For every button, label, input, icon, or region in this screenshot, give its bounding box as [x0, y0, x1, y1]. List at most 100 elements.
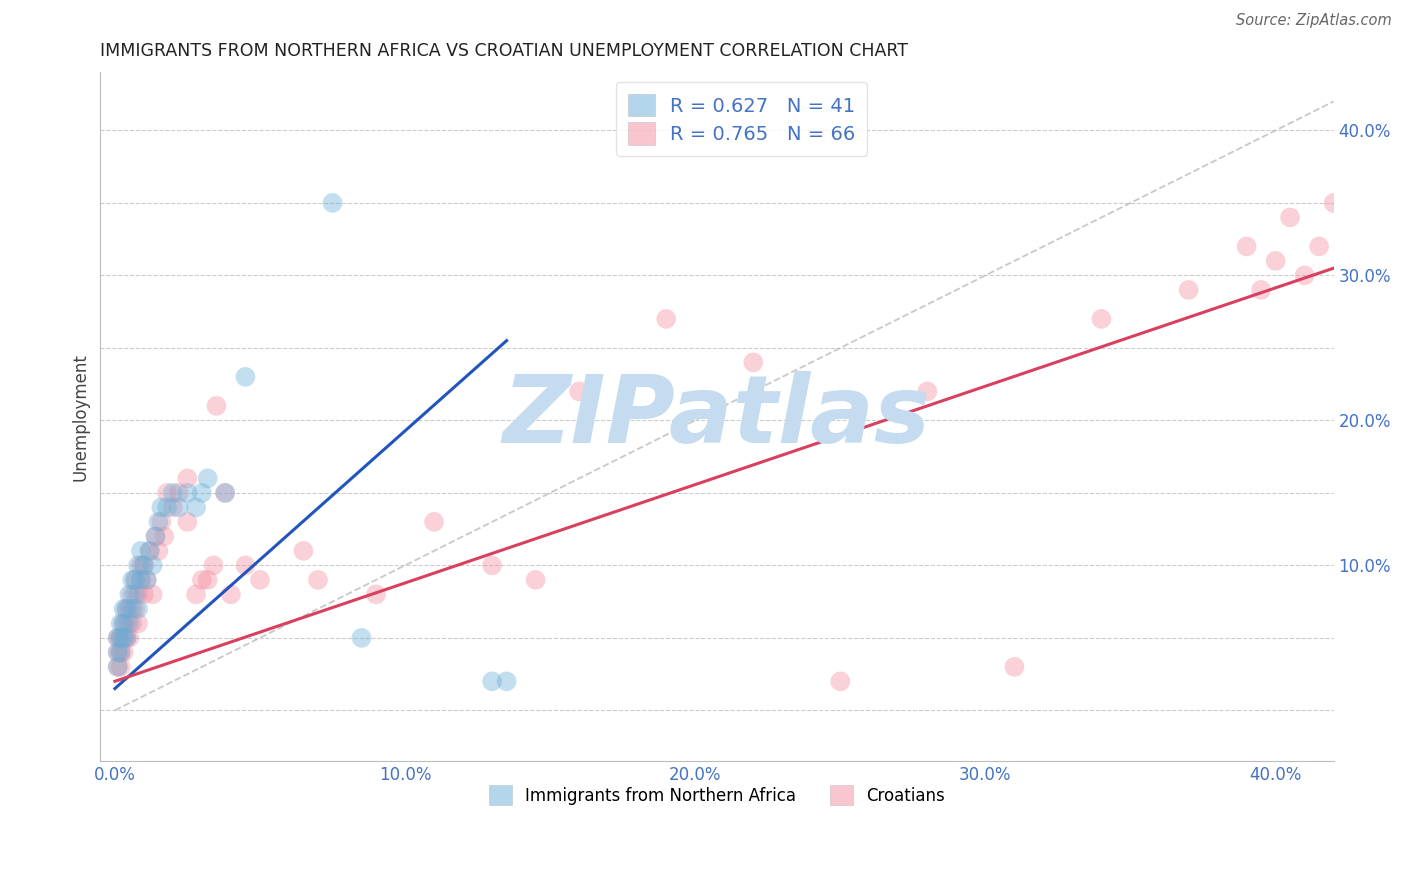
Point: [1004, 660, 1026, 674]
Text: ZIPatlas: ZIPatlas: [503, 371, 931, 463]
Point: [148, 544, 170, 558]
Point: [124, 602, 146, 616]
Point: [115, 602, 138, 616]
Point: [138, 544, 160, 558]
Point: [121, 602, 143, 616]
Point: [110, 631, 132, 645]
Point: [107, 660, 129, 674]
Point: [121, 616, 143, 631]
Point: [135, 573, 157, 587]
Point: [127, 587, 149, 601]
Point: [112, 616, 135, 631]
Point: [184, 500, 207, 515]
Point: [115, 631, 138, 645]
Point: [568, 384, 591, 399]
Point: [110, 631, 132, 645]
Point: [135, 573, 157, 587]
Point: [121, 573, 143, 587]
Point: [129, 544, 152, 558]
Point: [118, 616, 141, 631]
Point: [1090, 312, 1112, 326]
Point: [167, 500, 190, 515]
Point: [307, 573, 329, 587]
Point: [107, 631, 129, 645]
Point: [124, 573, 146, 587]
Point: [110, 660, 132, 674]
Point: [145, 529, 167, 543]
Point: [1323, 195, 1346, 210]
Point: [219, 587, 242, 601]
Y-axis label: Unemployment: Unemployment: [72, 353, 89, 481]
Point: [110, 645, 132, 659]
Point: [115, 631, 138, 645]
Point: [112, 645, 135, 659]
Point: [127, 558, 149, 573]
Point: [321, 195, 343, 210]
Point: [350, 631, 373, 645]
Point: [191, 486, 214, 500]
Point: [112, 616, 135, 631]
Point: [191, 573, 214, 587]
Point: [167, 486, 190, 500]
Point: [127, 602, 149, 616]
Point: [184, 587, 207, 601]
Point: [214, 486, 236, 500]
Point: [153, 529, 176, 543]
Point: [150, 500, 173, 515]
Point: [112, 631, 135, 645]
Point: [830, 674, 852, 689]
Point: [110, 645, 132, 659]
Point: [121, 587, 143, 601]
Point: [156, 486, 179, 500]
Point: [107, 645, 129, 659]
Point: [176, 515, 198, 529]
Point: [107, 631, 129, 645]
Point: [132, 587, 155, 601]
Point: [142, 558, 165, 573]
Point: [214, 486, 236, 500]
Point: [742, 355, 765, 369]
Point: [481, 558, 503, 573]
Point: [112, 631, 135, 645]
Text: Source: ZipAtlas.com: Source: ZipAtlas.com: [1236, 13, 1392, 29]
Point: [112, 602, 135, 616]
Point: [145, 529, 167, 543]
Point: [202, 558, 225, 573]
Point: [524, 573, 547, 587]
Point: [162, 500, 184, 515]
Point: [110, 616, 132, 631]
Point: [655, 312, 678, 326]
Point: [205, 399, 228, 413]
Point: [1294, 268, 1316, 283]
Point: [124, 587, 146, 601]
Text: IMMIGRANTS FROM NORTHERN AFRICA VS CROATIAN UNEMPLOYMENT CORRELATION CHART: IMMIGRANTS FROM NORTHERN AFRICA VS CROAT…: [100, 42, 908, 60]
Point: [124, 573, 146, 587]
Point: [118, 602, 141, 616]
Point: [1279, 211, 1302, 225]
Point: [176, 471, 198, 485]
Point: [176, 486, 198, 500]
Point: [1308, 239, 1330, 253]
Point: [1264, 253, 1286, 268]
Point: [129, 573, 152, 587]
Point: [292, 544, 315, 558]
Point: [115, 616, 138, 631]
Point: [495, 674, 517, 689]
Point: [142, 587, 165, 601]
Point: [132, 558, 155, 573]
Point: [162, 486, 184, 500]
Point: [197, 471, 219, 485]
Point: [235, 370, 257, 384]
Point: [132, 558, 155, 573]
Legend: Immigrants from Northern Africa, Croatians: Immigrants from Northern Africa, Croatia…: [479, 775, 955, 814]
Point: [917, 384, 939, 399]
Point: [1236, 239, 1258, 253]
Point: [1250, 283, 1272, 297]
Point: [1177, 283, 1199, 297]
Point: [138, 544, 160, 558]
Point: [118, 587, 141, 601]
Point: [107, 660, 129, 674]
Point: [107, 645, 129, 659]
Point: [127, 616, 149, 631]
Point: [197, 573, 219, 587]
